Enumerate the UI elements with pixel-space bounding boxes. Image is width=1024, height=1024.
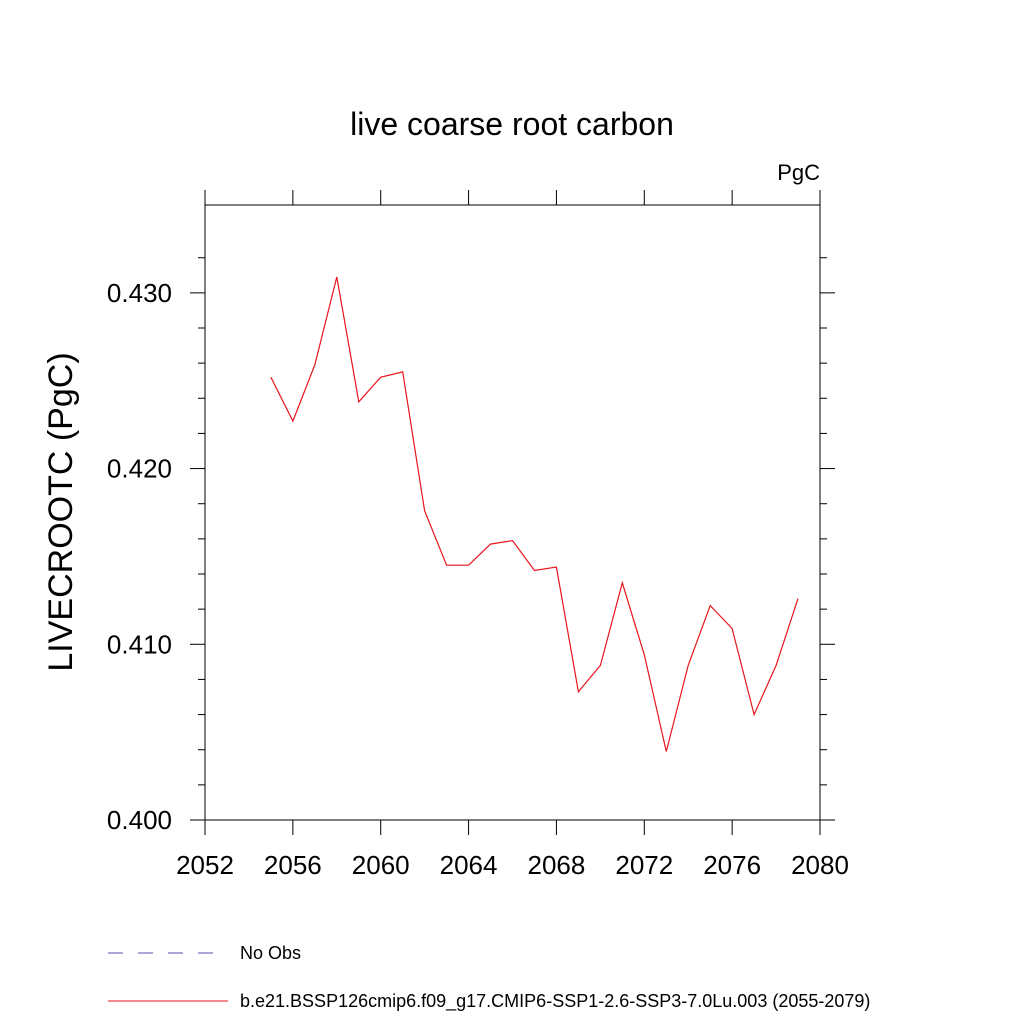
units-label: PgC [777, 160, 820, 185]
x-tick-label: 2072 [615, 850, 673, 880]
chart-title: live coarse root carbon [350, 106, 674, 142]
y-tick-label: 0.430 [107, 278, 172, 308]
y-tick-label: 0.410 [107, 629, 172, 659]
y-tick-label: 0.400 [107, 805, 172, 835]
x-tick-label: 2068 [528, 850, 586, 880]
x-tick-label: 2076 [703, 850, 761, 880]
y-axis-label: LIVECROOTC (PgC) [42, 352, 80, 671]
axis-ticks [190, 190, 835, 835]
x-tick-label: 2056 [264, 850, 322, 880]
tick-labels: 2052 2056 2060 2064 2068 2072 2076 2080 0.400 0.4… [107, 278, 849, 880]
legend: No Obs b.e21.BSSP126cmip6.f09_g17.CMIP6-… [108, 943, 870, 1012]
series-line [270, 276, 799, 752]
plot-frame [204, 204, 821, 821]
y-tick-label: 0.420 [107, 454, 172, 484]
series-layer [270, 276, 799, 752]
x-tick-label: 2080 [791, 850, 849, 880]
legend-label-series: b.e21.BSSP126cmip6.f09_g17.CMIP6-SSP1-2.… [240, 991, 870, 1012]
x-tick-label: 2064 [440, 850, 498, 880]
x-tick-label: 2052 [176, 850, 234, 880]
legend-label-no-obs: No Obs [240, 943, 301, 963]
x-tick-label: 2060 [352, 850, 410, 880]
